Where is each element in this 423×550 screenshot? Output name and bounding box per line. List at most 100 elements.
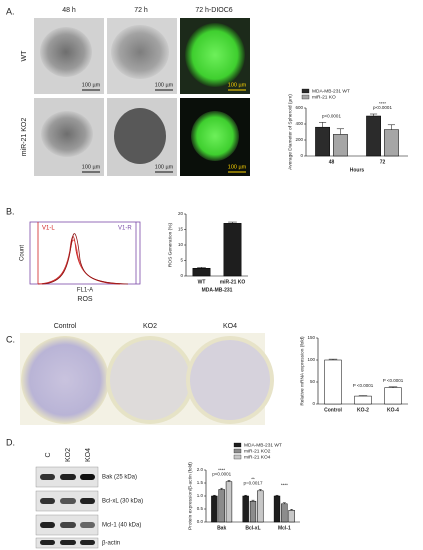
- y-tick-label: 15: [178, 227, 184, 232]
- y-tick-label: 0.0: [197, 519, 204, 524]
- error-bar: [212, 494, 216, 496]
- y-tick-label: 5: [180, 258, 183, 263]
- annotation: ****: [379, 101, 386, 106]
- annotation: p<0.0001: [322, 114, 341, 119]
- gate-label: V1-L: [42, 226, 55, 232]
- error-bar: [336, 128, 344, 135]
- bar: [333, 134, 348, 157]
- error-bar: [258, 489, 262, 491]
- legend-swatch: [233, 448, 242, 454]
- x-tick-label: KO-2: [357, 407, 369, 413]
- x-tick-label: 72: [380, 159, 386, 165]
- x-tick-label: 48: [329, 159, 335, 165]
- legend-swatch: [301, 94, 310, 100]
- legend-swatch: [301, 88, 310, 94]
- error-bar: [244, 494, 248, 496]
- x-tick-label: KO-4: [387, 407, 399, 413]
- axis-label: Count: [20, 245, 26, 261]
- scale-bar-label: 100 µm: [228, 164, 247, 170]
- y-tick-label: 50: [310, 379, 316, 384]
- axis-title: ROS: [77, 296, 93, 303]
- bar: [225, 481, 233, 523]
- y-tick-label: 0: [300, 153, 303, 158]
- x-tick-label: Bcl-xL: [245, 525, 260, 531]
- legend-label: MDA-MB-231 WT: [244, 442, 282, 448]
- bar: [366, 115, 381, 157]
- y-tick-label: 150: [307, 335, 315, 340]
- bar: [384, 387, 402, 405]
- lane-label: KO4: [85, 448, 92, 462]
- error-bar: [251, 499, 255, 502]
- panel-label: B.: [6, 206, 15, 216]
- column-title: KO4: [223, 323, 237, 330]
- annotation: **: [251, 477, 255, 482]
- bar: [273, 495, 281, 523]
- error-bar: [275, 494, 279, 496]
- row-label: WT: [21, 50, 28, 62]
- error-bar: [290, 509, 294, 511]
- y-axis-label: Protein expression/β-actin (fold): [187, 462, 193, 530]
- bar: [192, 268, 211, 277]
- y-tick-label: 20: [178, 211, 184, 216]
- scale-bar-label: 100 µm: [82, 82, 101, 88]
- bar: [324, 359, 342, 405]
- western-blot: [35, 466, 99, 549]
- annotation: p=0.0017: [244, 481, 263, 486]
- y-tick-label: 200: [295, 137, 303, 142]
- column-title: KO2: [143, 323, 157, 330]
- error-bar: [282, 502, 286, 504]
- y-axis-label: ROS Generation (%): [167, 222, 173, 267]
- legend-label: miR-21 KO2: [244, 448, 271, 454]
- x-tick-label: WT: [198, 279, 206, 285]
- lane-label: C: [45, 452, 52, 457]
- column-title: 72 h-DIOC6: [195, 7, 232, 14]
- x-axis-label: MDA-MB-231: [202, 287, 233, 293]
- error-bar: [319, 122, 327, 128]
- band-label: Mcl-1 (40 kDa): [102, 523, 141, 529]
- annotation: ****: [218, 468, 225, 473]
- bar: [249, 500, 257, 523]
- legend-swatch: [233, 442, 242, 448]
- gate-label: V1-R: [118, 226, 132, 232]
- column-title: 72 h: [134, 7, 148, 14]
- annotation: p<0.0001: [373, 105, 392, 110]
- scale-bar-label: 100 µm: [228, 82, 247, 88]
- x-tick-label: Bak: [217, 525, 226, 531]
- bar: [315, 126, 330, 157]
- legend-label: MDA-MB-231 WT: [312, 88, 350, 94]
- lane-label: KO2: [65, 448, 72, 462]
- y-tick-label: 1.5: [197, 480, 204, 485]
- x-tick-label: Control: [324, 407, 342, 413]
- y-tick-label: 2.0: [197, 467, 204, 472]
- panel-label: D.: [6, 437, 15, 447]
- y-axis-label: Average Diameter of Spheroid (µm): [287, 94, 293, 170]
- bar: [242, 495, 249, 523]
- bar: [281, 503, 288, 523]
- x-tick-label: Mcl-1: [278, 525, 291, 531]
- y-tick-label: 400: [295, 121, 303, 126]
- annotation: p<0.0001: [212, 472, 231, 477]
- error-bar: [328, 358, 338, 360]
- legend-label: miR-21 KO: [312, 94, 336, 100]
- error-bar: [370, 113, 378, 116]
- band-label: Bak (25 kDa): [102, 475, 137, 481]
- legend-swatch: [233, 454, 242, 460]
- column-title: 48 h: [62, 7, 76, 14]
- y-tick-label: 0.5: [197, 506, 204, 511]
- band-label: Bcl-xL (30 kDa): [102, 499, 143, 505]
- panel-label: A.: [6, 6, 15, 16]
- error-bar: [387, 124, 395, 130]
- x-tick-label: miR-21 KO: [220, 279, 246, 285]
- bar: [223, 223, 242, 277]
- error-bar: [228, 221, 237, 224]
- y-tick-label: 100: [307, 357, 315, 362]
- error-bar: [197, 267, 206, 269]
- row-label: miR-21 KO2: [21, 118, 28, 157]
- scale-bars: [82, 89, 246, 173]
- error-bar: [388, 386, 398, 388]
- scale-bar-label: 100 µm: [82, 164, 101, 170]
- legend-label: miR-21 KO4: [244, 454, 271, 460]
- invasion-wells: [20, 333, 274, 425]
- error-bar: [227, 480, 231, 482]
